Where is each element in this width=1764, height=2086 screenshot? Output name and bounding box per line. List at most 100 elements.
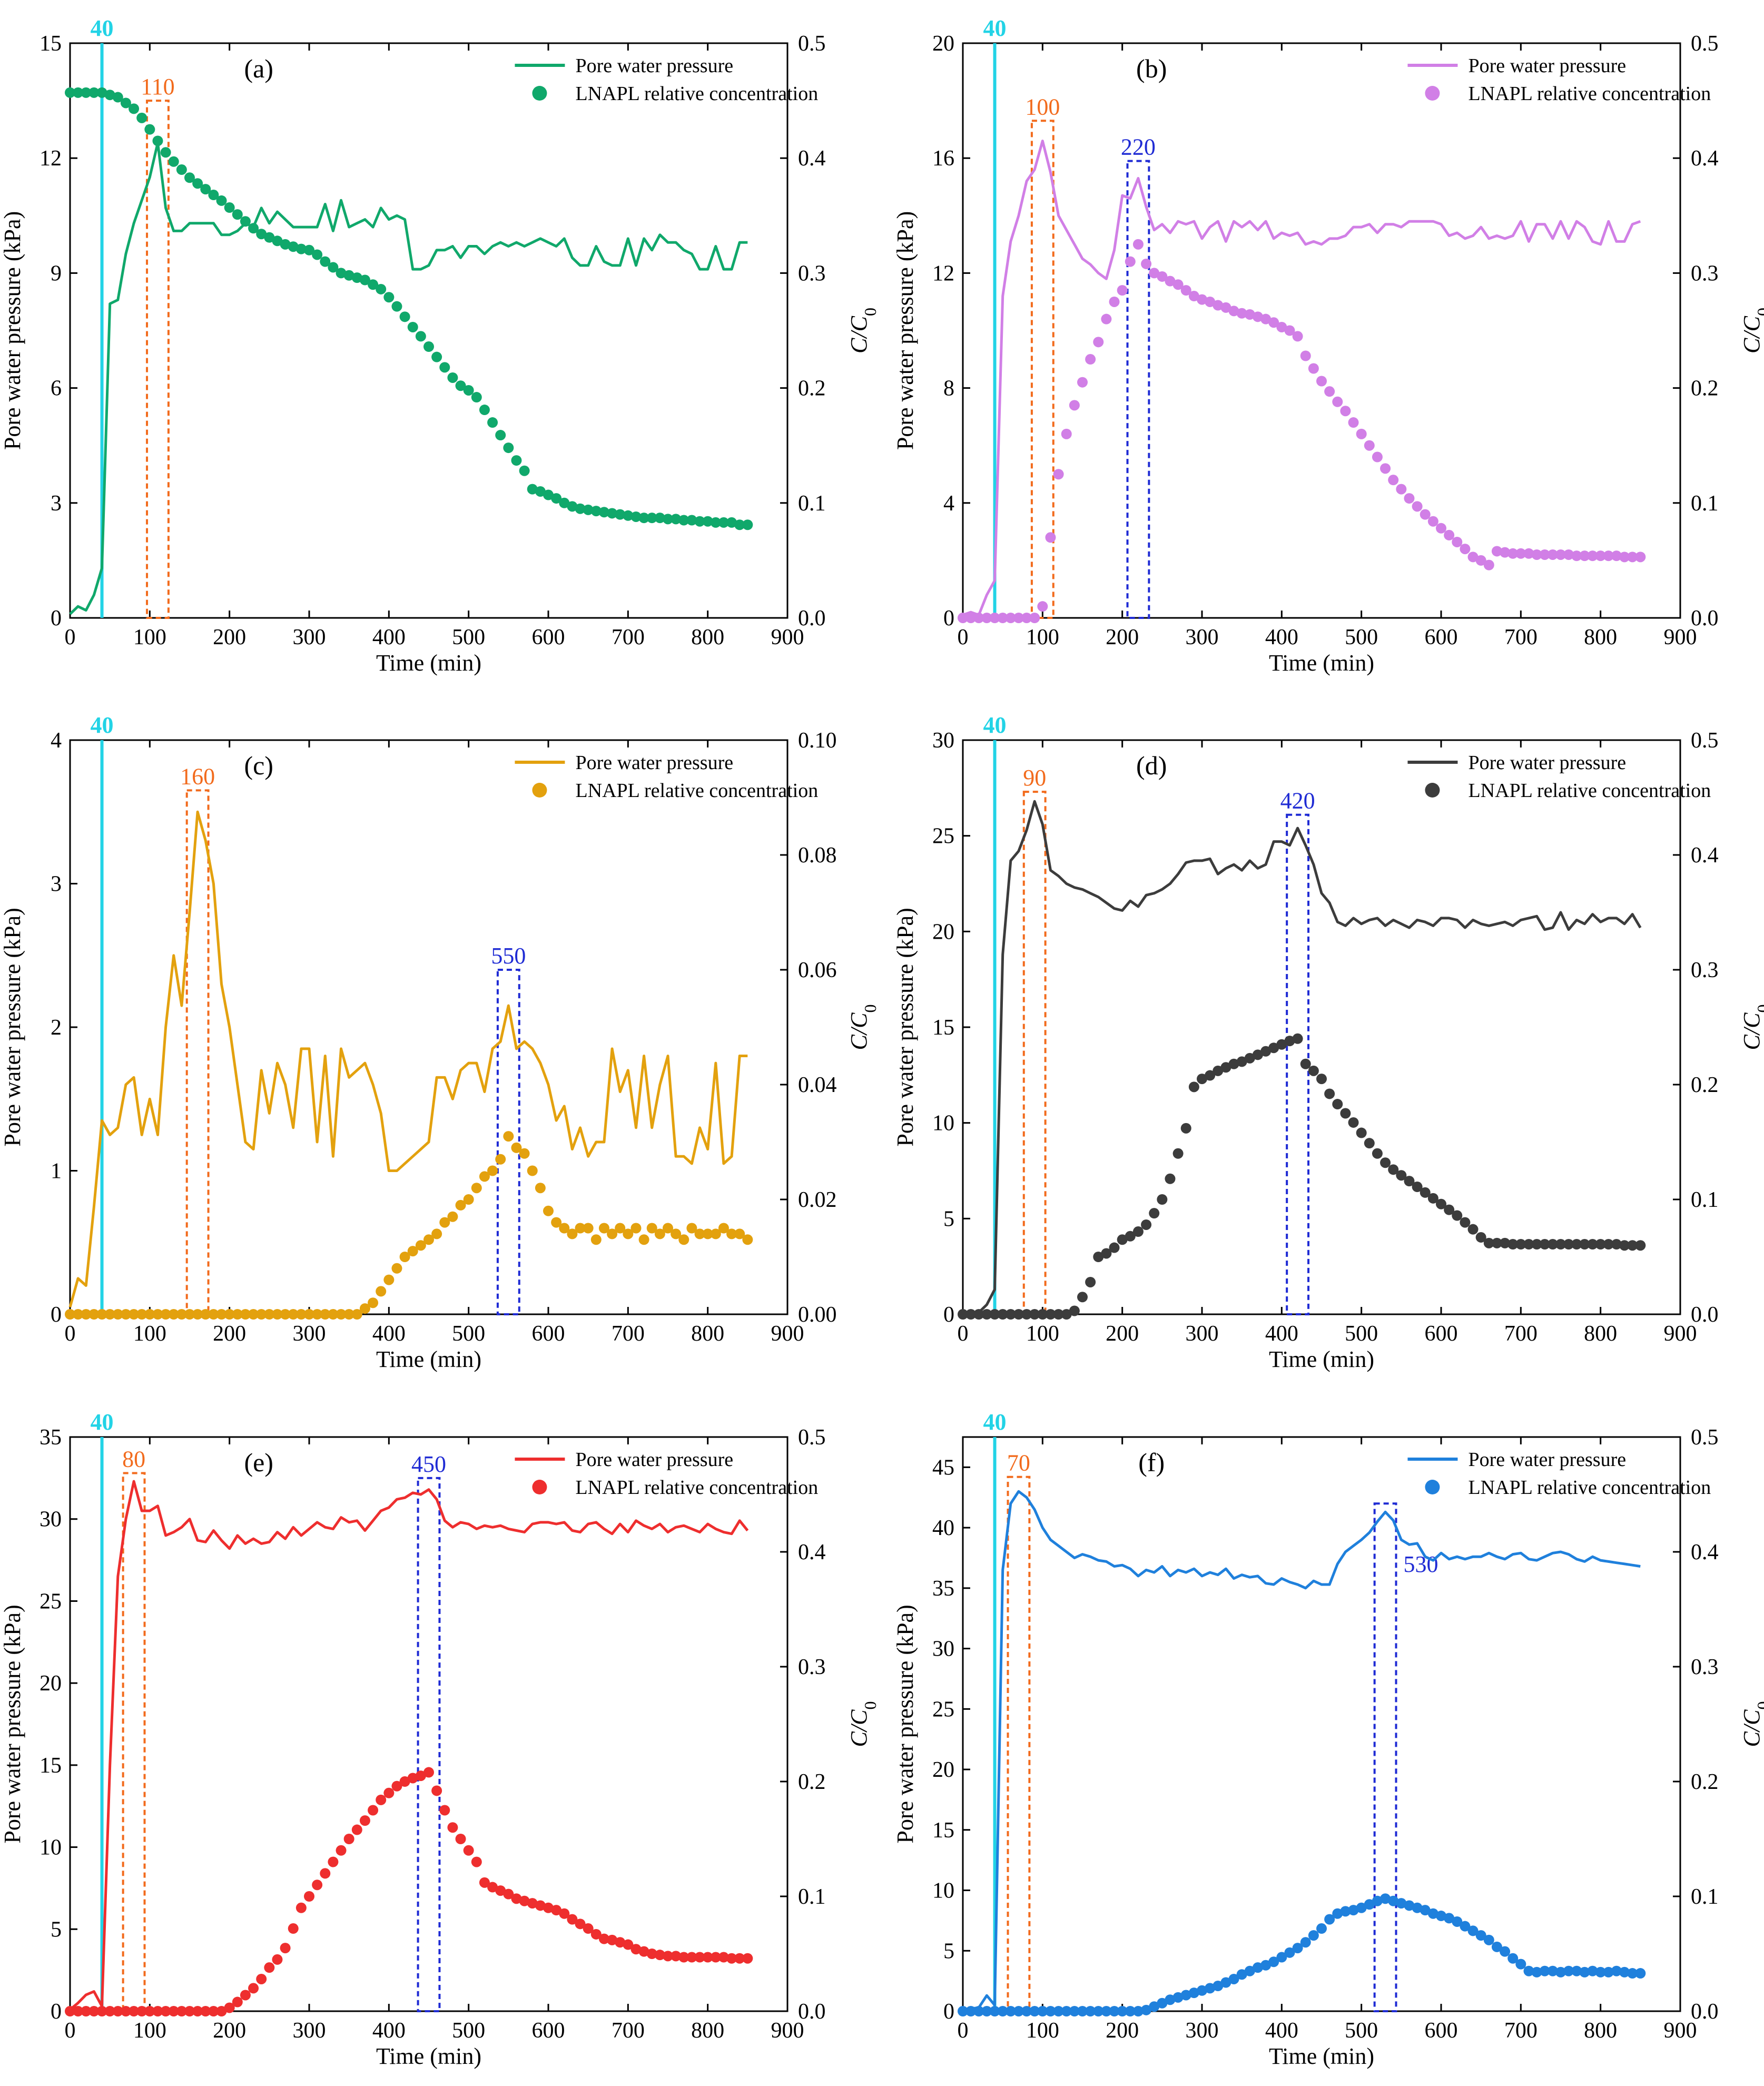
x-tick-label: 100 bbox=[133, 1322, 166, 1346]
legend-label-pressure: Pore water pressure bbox=[575, 1449, 733, 1471]
concentration-point bbox=[1356, 1902, 1367, 1913]
concentration-point bbox=[1452, 1916, 1463, 1927]
concentration-point bbox=[176, 2006, 187, 2016]
x-tick-label: 400 bbox=[372, 1322, 406, 1346]
concentration-point bbox=[455, 380, 466, 391]
concentration-point bbox=[1340, 1108, 1351, 1119]
concentration-point bbox=[535, 486, 546, 497]
y-tick-label: 25 bbox=[932, 1697, 954, 1721]
concentration-point bbox=[678, 1952, 689, 1963]
concentration-point bbox=[1132, 239, 1144, 250]
concentration-point bbox=[447, 1822, 458, 1833]
concentration-point bbox=[1157, 1194, 1168, 1205]
concentration-point bbox=[694, 516, 705, 527]
concentration-point bbox=[160, 2006, 171, 2016]
concentration-point bbox=[399, 1252, 410, 1262]
concentration-point bbox=[1109, 1242, 1120, 1253]
y2-tick-label: 0.0 bbox=[1691, 606, 1719, 631]
concentration-point bbox=[559, 1223, 570, 1234]
concentration-point bbox=[1205, 1070, 1216, 1081]
concentration-point bbox=[583, 1223, 594, 1234]
concentration-point bbox=[519, 1895, 530, 1906]
concentration-point bbox=[328, 262, 339, 273]
concentration-point bbox=[399, 311, 410, 322]
concentration-point bbox=[1324, 1914, 1335, 1925]
concentration-point bbox=[527, 484, 538, 495]
x-tick-label: 0 bbox=[65, 2019, 76, 2043]
concentration-point bbox=[192, 1309, 203, 1320]
concentration-point bbox=[1053, 469, 1064, 480]
concentration-point bbox=[1260, 313, 1272, 324]
concentration-point bbox=[1491, 1237, 1502, 1248]
concentration-point bbox=[1292, 1943, 1303, 1954]
concentration-point bbox=[1213, 300, 1224, 311]
plot-frame bbox=[69, 739, 789, 1315]
concentration-point bbox=[1197, 1985, 1207, 1996]
concentration-point bbox=[1236, 1969, 1247, 1980]
concentration-point bbox=[519, 465, 530, 476]
legend-label-pressure: Pore water pressure bbox=[575, 55, 733, 77]
concentration-point bbox=[671, 514, 682, 525]
y-tick-label: 3 bbox=[51, 872, 62, 897]
y-tick-label: 30 bbox=[932, 1637, 954, 1661]
y-tick-label: 20 bbox=[932, 920, 954, 944]
x-tick-label: 300 bbox=[1186, 1322, 1219, 1346]
concentration-point bbox=[663, 1223, 673, 1234]
concentration-point bbox=[240, 216, 251, 227]
x-tick-label: 100 bbox=[1026, 625, 1059, 650]
concentration-point bbox=[511, 455, 522, 466]
x-tick-label: 100 bbox=[1026, 1322, 1059, 1346]
concentration-point bbox=[295, 243, 307, 254]
concentration-point bbox=[272, 1309, 283, 1320]
concentration-point bbox=[1380, 463, 1391, 474]
x-axis-title: Time (min) bbox=[1269, 650, 1374, 676]
concentration-point bbox=[1412, 1182, 1423, 1193]
x-axis-title: Time (min) bbox=[376, 2043, 481, 2069]
concentration-point bbox=[129, 2006, 140, 2016]
concentration-point bbox=[65, 2006, 75, 2016]
y-tick-label: 45 bbox=[932, 1455, 954, 1480]
x-tick-label: 900 bbox=[1664, 625, 1697, 650]
concentration-point bbox=[1244, 1965, 1255, 1976]
y2-axis-title-sub: 0 bbox=[861, 308, 880, 316]
y-tick-label: 1 bbox=[51, 1159, 62, 1184]
concentration-point bbox=[376, 283, 387, 294]
x-tick-label: 0 bbox=[65, 1322, 76, 1346]
injection-marker-label: 40 bbox=[91, 15, 114, 41]
concentration-point bbox=[487, 1882, 498, 1893]
concentration-point bbox=[1475, 1930, 1486, 1941]
concentration-point bbox=[1444, 1913, 1455, 1924]
concentration-point bbox=[1268, 1956, 1279, 1967]
concentration-point bbox=[1515, 548, 1526, 559]
concentration-point bbox=[671, 1951, 682, 1962]
concentration-point bbox=[376, 1794, 387, 1805]
concentration-point bbox=[1483, 1237, 1494, 1248]
y-tick-label: 8 bbox=[943, 377, 954, 401]
concentration-point bbox=[479, 405, 490, 416]
concentration-point bbox=[1444, 1204, 1455, 1215]
concentration-point bbox=[1117, 2006, 1128, 2016]
concentration-point bbox=[1308, 363, 1319, 374]
x-tick-label: 0 bbox=[958, 625, 969, 650]
concentration-point bbox=[1220, 1977, 1231, 1988]
concentration-point bbox=[965, 2006, 977, 2016]
concentration-point bbox=[248, 223, 259, 234]
concentration-point bbox=[160, 1309, 171, 1320]
concentration-point bbox=[1555, 1239, 1566, 1250]
concentration-point bbox=[1005, 2006, 1016, 2016]
concentration-point bbox=[192, 178, 203, 189]
concentration-point bbox=[710, 1228, 721, 1239]
concentration-point bbox=[168, 156, 179, 167]
concentration-point bbox=[304, 1891, 314, 1902]
concentration-point bbox=[1013, 613, 1024, 623]
concentration-point bbox=[1284, 1947, 1295, 1958]
x-tick-label: 700 bbox=[1504, 1322, 1538, 1346]
concentration-point bbox=[1085, 1276, 1096, 1287]
y2-tick-label: 0.3 bbox=[1691, 261, 1719, 286]
concentration-point bbox=[1069, 2006, 1080, 2016]
concentration-point bbox=[232, 209, 243, 220]
x-tick-label: 500 bbox=[452, 2019, 485, 2043]
x-tick-label: 300 bbox=[293, 1322, 326, 1346]
concentration-point bbox=[1388, 1164, 1399, 1175]
concentration-point bbox=[1037, 2006, 1048, 2016]
